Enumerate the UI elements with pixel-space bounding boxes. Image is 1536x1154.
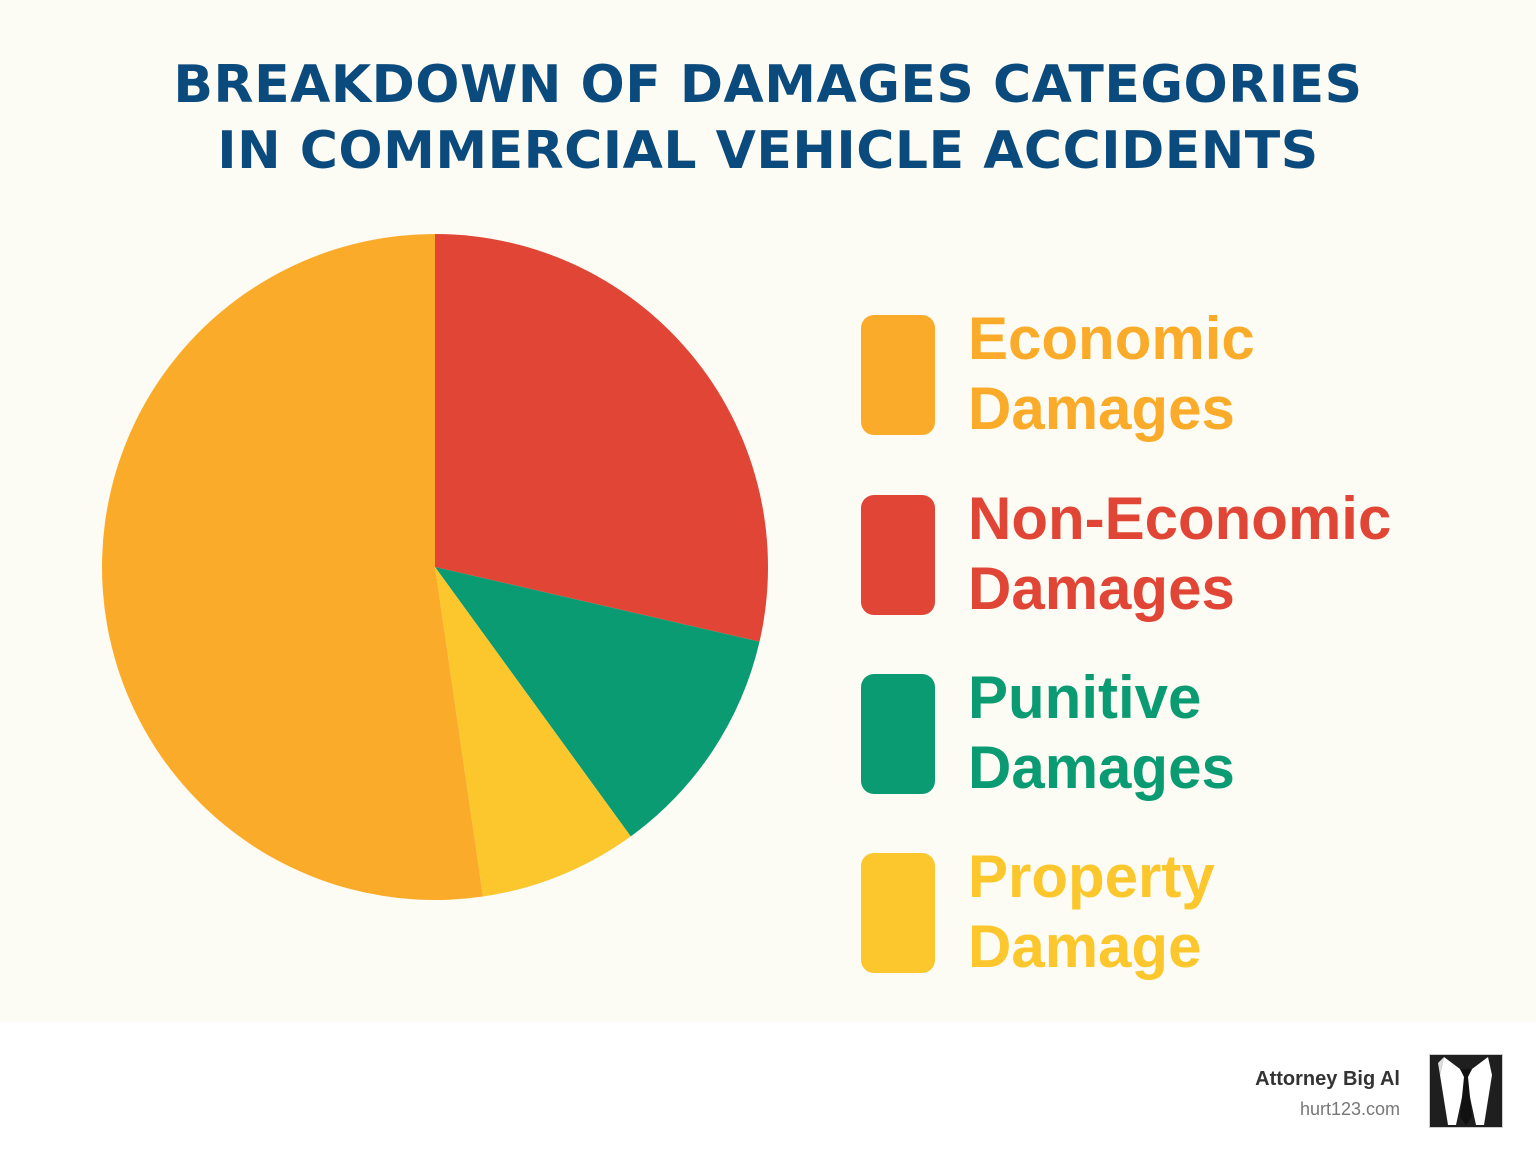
legend-label: Non-Economic Damages <box>968 485 1392 622</box>
pie-slice-non-economic-damages <box>435 234 768 642</box>
brand-name: Attorney Big Al <box>1255 1068 1400 1090</box>
brand-block: Attorney Big Al hurt123.com <box>1255 1065 1400 1125</box>
pie-chart <box>102 234 768 900</box>
legend-swatch <box>861 495 935 615</box>
title-line-2: IN COMMERCIAL VEHICLE ACCIDENTS <box>217 121 1319 181</box>
brand-url: hurt123.com <box>1299 1099 1400 1119</box>
legend-label: Punitive Damages <box>968 664 1235 801</box>
legend-item-punitive: Punitive Damages <box>861 659 1481 809</box>
suit-and-tie-icon <box>1429 1054 1503 1128</box>
legend-label: Economic Damages <box>968 305 1255 442</box>
pie-slice-property-damage <box>435 567 631 897</box>
legend-label: Property Damage <box>968 843 1215 980</box>
legend-swatch <box>861 315 935 435</box>
legend-swatch <box>861 853 935 973</box>
legend-item-economic: Economic Damages <box>861 300 1481 450</box>
chart-title: BREAKDOWN OF DAMAGES CATEGORIES IN COMME… <box>0 52 1536 184</box>
pie-slice-economic-damages <box>102 234 483 900</box>
pie-slice-punitive-damages <box>435 567 760 837</box>
legend-item-non-economic: Non-Economic Damages <box>861 480 1481 630</box>
legend-swatch <box>861 674 935 794</box>
footer <box>0 1022 1536 1154</box>
title-line-1: BREAKDOWN OF DAMAGES CATEGORIES <box>173 55 1363 115</box>
legend-item-property: Property Damage <box>861 838 1481 988</box>
